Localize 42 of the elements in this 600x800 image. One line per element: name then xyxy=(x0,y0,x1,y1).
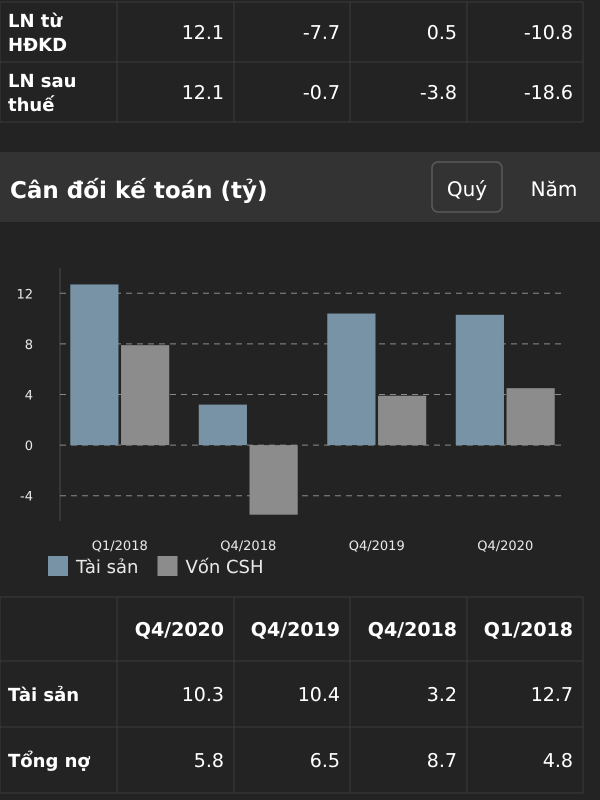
y-tick-label: 4 xyxy=(24,388,33,404)
text: -18.6 xyxy=(524,82,573,104)
bar xyxy=(70,284,118,446)
text: -7.7 xyxy=(302,22,340,44)
text: 8.7 xyxy=(426,750,457,772)
y-tick-label: -4 xyxy=(20,490,33,505)
y-tick-label: 12 xyxy=(16,287,33,302)
x-tick-label: Q4/2020 xyxy=(477,539,534,554)
text: 3.2 xyxy=(426,684,457,706)
y-tick-label: 0 xyxy=(24,439,33,454)
legend-label: Vốn CSH xyxy=(186,557,264,578)
text: -3.8 xyxy=(420,82,457,104)
text: Quý xyxy=(446,177,488,201)
text: 5.8 xyxy=(194,750,224,772)
x-tick-label: Q4/2018 xyxy=(220,539,276,554)
category-label: LN sau thuế xyxy=(8,71,76,116)
bar xyxy=(456,314,504,446)
category-label: Q4/2018 xyxy=(368,619,457,641)
y-tick-label: 8 xyxy=(24,338,33,353)
text: 12.1 xyxy=(182,22,224,44)
text: 4.8 xyxy=(542,750,573,772)
text: -10.8 xyxy=(524,22,573,44)
category-label: Tài sản xyxy=(8,685,80,706)
text: 12.7 xyxy=(530,684,573,706)
x-tick-label: Q4/2019 xyxy=(348,539,405,554)
bar xyxy=(198,404,247,446)
text: 12.1 xyxy=(182,82,224,104)
category-label: Q4/2020 xyxy=(134,619,224,641)
text: 10.3 xyxy=(182,684,224,706)
text: -0.7 xyxy=(302,82,340,104)
category-label: Q4/2019 xyxy=(250,619,340,641)
text: 10.4 xyxy=(298,684,340,706)
text: 0.5 xyxy=(426,22,457,44)
category-label: LN từ HĐKD xyxy=(8,11,68,56)
text: 6.5 xyxy=(310,750,340,772)
legend-label: Tài sản xyxy=(75,557,138,578)
text: Năm xyxy=(530,177,578,201)
category-label: Q1/2018 xyxy=(484,619,573,641)
bar xyxy=(327,314,376,446)
category-label: Tổng nợ xyxy=(8,751,90,772)
x-tick-label: Q1/2018 xyxy=(92,539,148,554)
chart-title: Cân đối kế toán (tỷ) xyxy=(10,177,268,204)
